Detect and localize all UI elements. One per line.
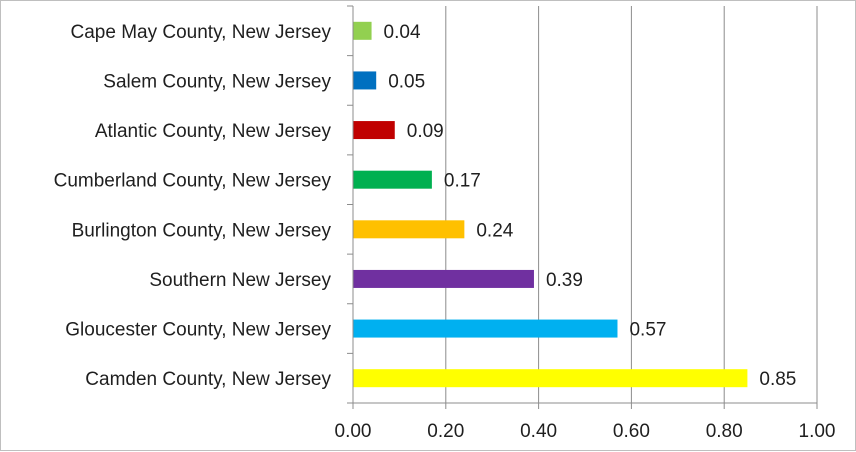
category-label: Southern New Jersey	[149, 270, 331, 291]
data-label: 0.17	[444, 171, 481, 192]
bar	[353, 269, 534, 288]
category-label: Salem County, New Jersey	[103, 71, 331, 92]
data-label: 0.57	[629, 320, 666, 341]
labels: 0.00 0.20 0.40 0.60 0.80 1.00 0.85 Camden Count…	[54, 22, 836, 442]
data-label: 0.24	[476, 220, 513, 241]
bar	[353, 121, 395, 140]
category-label: Burlington County, New Jersey	[72, 220, 332, 241]
bar	[353, 220, 465, 239]
bar	[353, 170, 432, 189]
category-label: Cumberland County, New Jersey	[54, 171, 332, 192]
data-label: 0.04	[384, 22, 421, 43]
data-label: 0.85	[759, 369, 796, 390]
bar	[353, 71, 377, 90]
category-label: Camden County, New Jersey	[85, 369, 331, 390]
x-tick-label: 0.60	[613, 421, 650, 442]
category-label: Cape May County, New Jersey	[71, 22, 332, 43]
gridlines	[445, 6, 818, 403]
x-tick-label: 0.40	[520, 421, 557, 442]
x-tick-label: 0.80	[706, 421, 743, 442]
x-tick-label: 0.20	[427, 421, 464, 442]
data-label: 0.05	[388, 71, 425, 92]
category-label: Atlantic County, New Jersey	[95, 121, 332, 142]
x-tick-label: 1.00	[799, 421, 836, 442]
bars	[353, 21, 748, 388]
bar	[353, 319, 618, 338]
data-label: 0.09	[407, 121, 444, 142]
data-label: 0.39	[546, 270, 583, 291]
axes	[347, 5, 818, 409]
x-tick-label: 0.00	[335, 421, 372, 442]
bar	[353, 21, 372, 40]
bar	[353, 369, 748, 388]
category-label: Gloucester County, New Jersey	[65, 320, 331, 341]
